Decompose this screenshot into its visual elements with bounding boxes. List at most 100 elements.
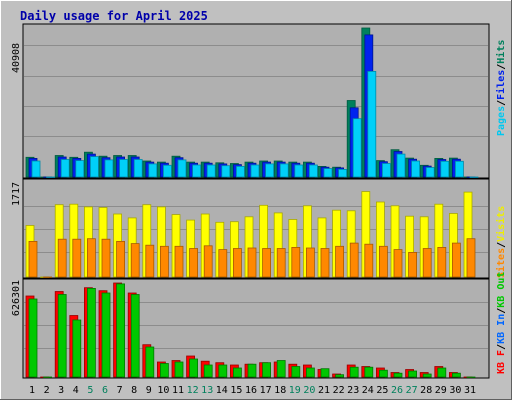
legend-kbout: KB Out — [496, 272, 507, 308]
bar-top-pages-8 — [133, 159, 143, 178]
bar-bottom-kb-out-18 — [276, 360, 286, 378]
legend-files: Files — [495, 70, 507, 100]
bar-bottom-kb-out-29 — [437, 367, 447, 378]
bar-middle-sites-1 — [28, 240, 38, 278]
bar-bottom-kb-out-31 — [466, 376, 476, 378]
legend-sep-3: / — [496, 242, 507, 248]
bar-bottom-kb-out-23 — [349, 366, 359, 378]
bar-middle-sites-19 — [291, 246, 301, 278]
bar-top-pages-6 — [104, 159, 114, 178]
bar-middle-sites-20 — [305, 247, 315, 278]
bar-bottom-kb-out-16 — [247, 363, 257, 378]
x-tick-label-19: 19 — [289, 385, 301, 396]
bar-bottom-kb-out-1 — [28, 298, 38, 378]
bar-top-pages-13 — [206, 164, 216, 178]
bar-middle-sites-10 — [159, 245, 169, 278]
bar-top-pages-20 — [308, 164, 318, 178]
x-tick-label-22: 22 — [333, 385, 345, 396]
bar-top-pages-25 — [381, 163, 391, 178]
bar-bottom-kb-out-8 — [130, 294, 140, 378]
bar-bottom-kb-out-25 — [378, 369, 388, 378]
bar-bottom-kb-out-3 — [57, 294, 67, 378]
bar-middle-sites-25 — [378, 245, 388, 278]
bar-top-pages-11 — [177, 159, 187, 178]
bar-middle-sites-22 — [335, 245, 345, 278]
bar-top-pages-5 — [90, 156, 99, 178]
x-tick-label-24: 24 — [362, 385, 374, 396]
bar-middle-sites-28 — [422, 248, 432, 278]
x-tick-label-7: 7 — [117, 385, 123, 396]
middle-ymax-label: 1717 — [11, 182, 22, 206]
x-tick-label-17: 17 — [260, 385, 272, 396]
x-tick-label-13: 13 — [201, 385, 213, 396]
bar-bottom-kb-out-12 — [189, 358, 199, 378]
legend-kbin: KB In — [496, 314, 507, 344]
x-tick-label-12: 12 — [187, 385, 199, 396]
bar-middle-sites-9 — [145, 244, 155, 278]
bar-bottom-kb-out-22 — [335, 374, 345, 378]
bar-middle-sites-16 — [247, 247, 257, 278]
x-tick-label-14: 14 — [216, 385, 228, 396]
x-tick-label-15: 15 — [230, 385, 242, 396]
x-tick-label-6: 6 — [102, 385, 108, 396]
legend-sites: Sites — [495, 248, 507, 278]
bar-top-pages-15 — [235, 165, 245, 178]
legend-sep-1: / — [496, 100, 507, 106]
x-tick-label-3: 3 — [58, 385, 64, 396]
bars — [25, 27, 479, 378]
x-tick-label-11: 11 — [172, 385, 184, 396]
middle-legend: Sites/Visits — [495, 206, 507, 278]
x-tick-label-18: 18 — [274, 385, 286, 396]
bar-bottom-kb-out-20 — [305, 367, 315, 378]
x-tick-label-2: 2 — [44, 385, 50, 396]
bar-bottom-kb-out-6 — [101, 292, 111, 378]
bar-top-pages-2 — [46, 176, 55, 178]
bar-top-pages-19 — [294, 164, 304, 178]
bar-bottom-kb-out-19 — [291, 366, 301, 378]
bar-middle-sites-11 — [174, 245, 184, 278]
bar-bottom-kb-out-30 — [451, 372, 461, 378]
bar-top-pages-23 — [352, 118, 362, 178]
bar-middle-sites-2 — [43, 276, 52, 278]
bar-bottom-kb-out-27 — [408, 370, 418, 378]
top-ymax-label: 40908 — [11, 43, 22, 73]
bar-top-pages-10 — [162, 164, 172, 178]
bar-middle-sites-3 — [57, 238, 67, 278]
legend-sep-2: / — [496, 64, 507, 70]
bar-top-pages-30 — [454, 160, 464, 178]
legend-sep-5: / — [496, 308, 507, 314]
bar-top-pages-16 — [250, 164, 260, 178]
top-legend: Pages/Files/Hits — [495, 40, 507, 136]
bar-middle-sites-12 — [189, 248, 199, 278]
bar-middle-sites-24 — [364, 243, 374, 278]
x-tick-label-30: 30 — [449, 385, 461, 396]
bar-middle-sites-31 — [466, 238, 476, 278]
x-tick-label-27: 27 — [406, 385, 418, 396]
bar-middle-sites-17 — [262, 248, 272, 278]
x-tick-label-26: 26 — [391, 385, 403, 396]
bottom-legend: KB F/KB In/KB Out — [496, 272, 507, 374]
x-tick-label-25: 25 — [376, 385, 388, 396]
bar-bottom-kb-out-28 — [422, 373, 432, 378]
bar-middle-sites-26 — [393, 249, 403, 278]
bar-top-pages-9 — [148, 163, 158, 178]
x-tick-label-16: 16 — [245, 385, 257, 396]
bar-top-pages-22 — [338, 168, 348, 178]
bar-bottom-kb-out-13 — [203, 364, 213, 378]
chart-title: Daily usage for April 2025 — [20, 9, 208, 23]
x-tick-label-20: 20 — [303, 385, 315, 396]
x-tick-label-9: 9 — [146, 385, 152, 396]
x-axis-labels: 1 2 3 4 5 6 7 8 9 10 11 12 13 14 15 16 17 18 19 20 21 22 23 24 2… — [29, 385, 476, 396]
bar-middle-sites-8 — [130, 243, 140, 278]
x-tick-label-31: 31 — [464, 385, 476, 396]
bar-bottom-kb-out-4 — [72, 319, 82, 378]
bar-top-pages-31 — [469, 176, 479, 178]
bar-top-pages-26 — [396, 153, 406, 178]
bar-bottom-kb-out-15 — [232, 367, 242, 378]
bar-top-pages-4 — [75, 160, 85, 178]
x-tick-label-10: 10 — [157, 385, 169, 396]
bar-top-pages-28 — [425, 167, 435, 178]
bar-bottom-kb-out-14 — [218, 364, 228, 378]
bar-top-pages-27 — [411, 160, 421, 178]
